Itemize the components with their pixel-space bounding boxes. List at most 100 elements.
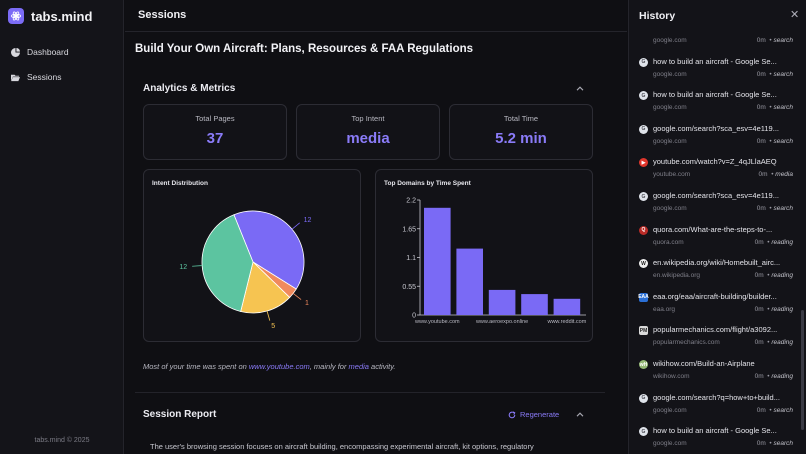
history-item[interactable]: google.com 0m • search: [629, 20, 799, 53]
history-item-intent: reading: [771, 272, 793, 280]
history-item-meta: 0m • search: [756, 440, 793, 448]
refresh-icon: [508, 410, 516, 418]
bar[interactable]: [488, 289, 516, 315]
history-item-intent: reading: [771, 339, 793, 347]
chevron-up-icon[interactable]: [576, 412, 584, 417]
history-item-title: how to build an aircraft - Google Se...: [653, 90, 777, 100]
history-item-meta: 0m • search: [756, 37, 793, 44]
y-tick-label: 0.55: [402, 284, 416, 291]
stat-top-intent: Top Intent media: [296, 104, 440, 160]
history-item-intent: reading: [771, 238, 793, 246]
history-item-domain: google.com: [653, 440, 687, 448]
bar[interactable]: [456, 248, 483, 315]
y-tick-label: 1.65: [402, 226, 416, 233]
history-scrollbar[interactable]: [801, 310, 804, 430]
history-title: History: [639, 10, 676, 22]
history-item-title: wikihow.com/Build-an-Airplane: [653, 359, 755, 368]
bar[interactable]: [424, 207, 451, 315]
history-item-intent: reading: [771, 305, 793, 313]
stat-total-pages: Total Pages 37: [143, 104, 287, 160]
pie-label-leader: [291, 222, 300, 230]
brand-logo-icon: [8, 8, 24, 24]
top-domains-card: Top Domains by Time Spent 0 0.55 1.1 1.65 2.…: [375, 169, 593, 342]
history-item-intent: reading: [771, 373, 793, 380]
pie-label-leader: [192, 265, 203, 267]
history-item-title: popularmechanics.com/flight/a3092...: [653, 325, 778, 335]
history-item-domain: popularmechanics.com: [653, 339, 720, 347]
history-item-domain: quora.com: [653, 238, 684, 246]
history-item-title: how to build an aircraft - Google Se...: [653, 56, 777, 66]
history-item-time: 0m: [756, 406, 766, 414]
regenerate-button[interactable]: Regenerate: [508, 410, 559, 419]
history-item-time: 0m: [756, 37, 766, 44]
x-tick-label: www.aeroexpo.online: [475, 319, 528, 325]
history-item-meta: 0m • search: [756, 137, 793, 145]
google-favicon-icon: G: [639, 393, 648, 403]
brand-name: tabs.mind: [31, 8, 93, 24]
history-item-meta: 0m • search: [756, 205, 793, 212]
brand[interactable]: tabs.mind: [8, 8, 92, 24]
history-item-meta: 0m • reading: [754, 305, 793, 313]
history-item-time: 0m: [754, 272, 764, 280]
bar[interactable]: [521, 294, 548, 315]
history-item-title: youtube.com/watch?v=Z_4qJLlaAEQ: [653, 157, 777, 167]
chart-title: Intent Distribution: [152, 180, 208, 187]
summary-middle: , mainly for: [309, 362, 349, 371]
history-item[interactable]: wH wikihow.com/Build-an-Airplane wikihow.c…: [629, 356, 799, 389]
history-item[interactable]: ▶ youtube.com/watch?v=Z_4qJLlaAEQ youtube.…: [629, 154, 799, 187]
eaa-favicon-icon: EAA: [638, 292, 649, 302]
history-item-title: google.com/search?sca_esv=4e119...: [653, 191, 779, 200]
pie-slice[interactable]: [240, 261, 291, 314]
summary-prefix: Most of your time was spent on: [143, 362, 249, 371]
history-item-time: 0m: [756, 440, 766, 448]
chevron-up-icon[interactable]: [576, 86, 584, 91]
history-item-time: 0m: [754, 373, 764, 380]
history-item-time: 0m: [754, 339, 764, 347]
intent-pie-chart: 12 1 5 12: [179, 210, 312, 330]
history-item-domain: google.com: [653, 205, 687, 212]
youtube-favicon-icon: ▶: [639, 158, 648, 168]
stat-total-time: Total Time 5.2 min: [449, 104, 593, 160]
chart-title: Top Domains by Time Spent: [384, 180, 471, 187]
close-icon[interactable]: ✕: [790, 9, 800, 21]
history-item-domain: wikihow.com: [653, 373, 690, 380]
wikipedia-favicon-icon: W: [639, 259, 648, 269]
main-content: Sessions Build Your Own Aircraft: Plans,…: [125, 0, 627, 454]
history-item-meta: 0m • reading: [754, 238, 793, 246]
history-item-title: google.com/search?q=how+to+build...: [653, 392, 780, 402]
google-favicon-icon: G: [639, 57, 648, 67]
history-item-domain: google.com: [653, 406, 687, 414]
stat-value: 5.2 min: [495, 130, 547, 147]
wikihow-favicon-icon: wH: [639, 360, 648, 369]
topbar: Sessions: [125, 0, 627, 32]
history-item-meta: 0m • search: [756, 104, 793, 112]
stat-value: media: [346, 130, 390, 147]
popularmechanics-favicon-icon: PM: [639, 326, 648, 336]
history-item[interactable]: EAA eaa.org/eaa/aircraft-building/builder…: [629, 289, 799, 322]
session-report-text: The user's browsing session focuses on a…: [150, 442, 534, 451]
sidebar-item-sessions[interactable]: Sessions: [11, 72, 62, 82]
history-item-intent: search: [773, 440, 793, 448]
history-item-title: en.wikipedia.org/wiki/Homebuilt_airc...: [653, 258, 781, 268]
intent-distribution-card: Intent Distribution 12 1 5 12: [143, 169, 361, 342]
summary-domain-link[interactable]: www.youtube.com: [248, 362, 310, 371]
history-item-meta: 0m • search: [756, 70, 793, 78]
sidebar-item-dashboard[interactable]: Dashboard: [11, 47, 69, 57]
history-item[interactable]: PM popularmechanics.com/flight/a3092... po…: [629, 322, 799, 355]
stat-value: 37: [206, 130, 224, 147]
history-item-meta: 0m • reading: [754, 373, 793, 380]
history-item-intent: search: [773, 406, 793, 414]
history-item-domain: google.com: [653, 104, 687, 112]
pie-slice-label: 12: [304, 217, 312, 224]
stat-label: Top Intent: [351, 114, 385, 123]
bar[interactable]: [553, 298, 581, 315]
history-item-domain: youtube.com: [653, 171, 691, 179]
